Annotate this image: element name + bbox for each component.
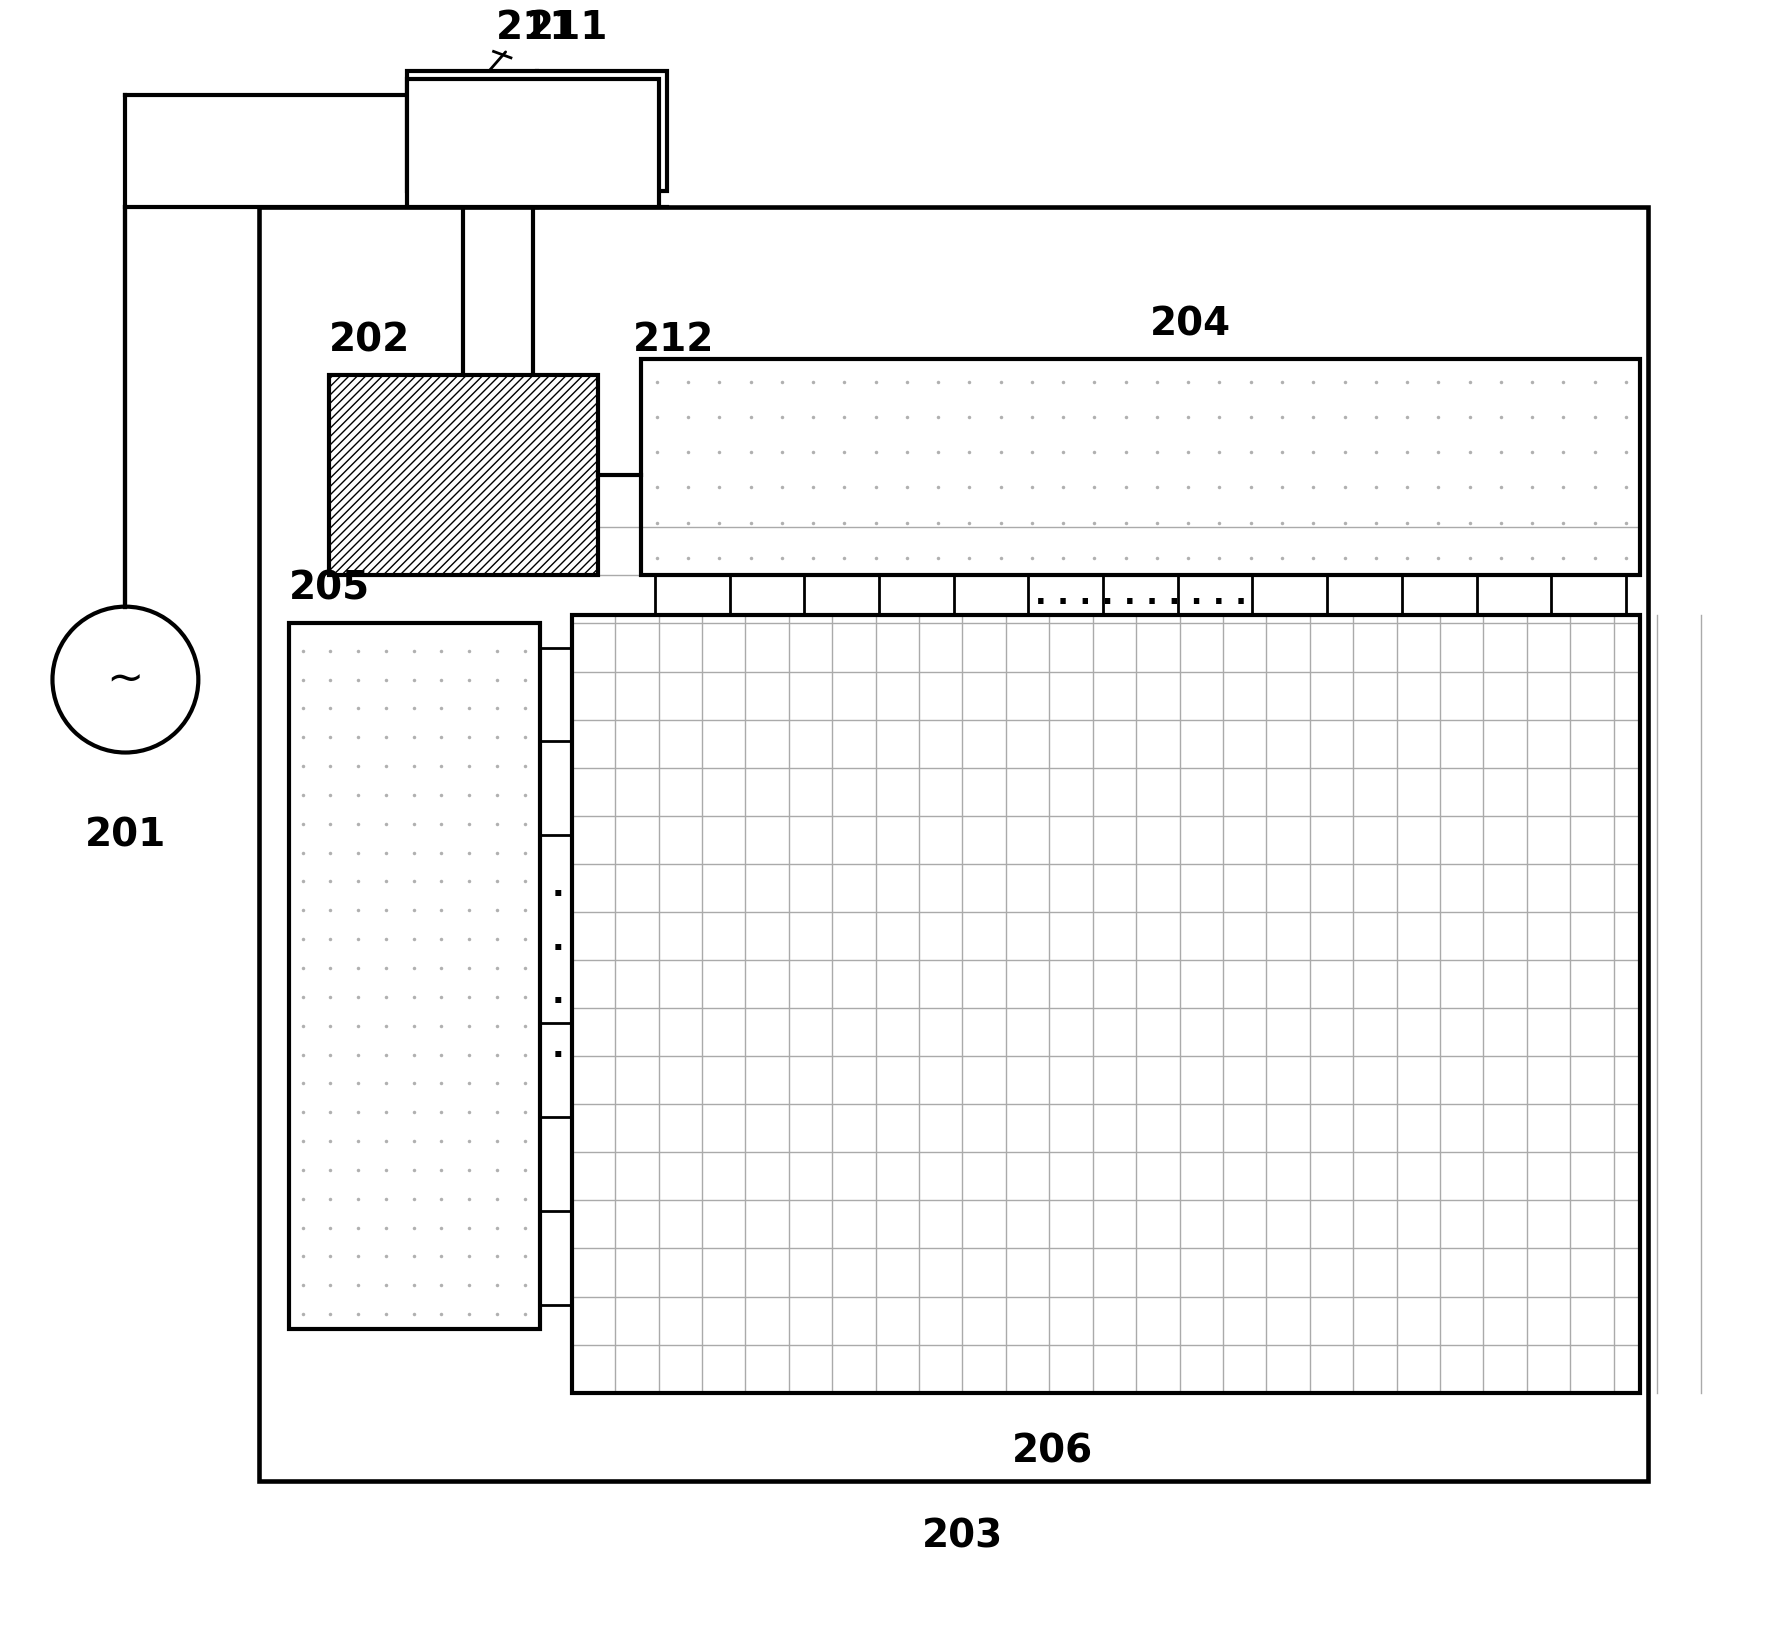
Text: 211: 211 (527, 8, 607, 46)
Bar (259, 208, 1648, 1482)
Text: 201: 201 (84, 817, 166, 855)
Text: ~: ~ (107, 658, 145, 700)
Text: 203: 203 (922, 1518, 1004, 1556)
Text: 202: 202 (329, 321, 409, 359)
Text: ·
·
·
·: · · · · (552, 878, 564, 1073)
Text: 205: 205 (289, 570, 370, 608)
Text: 206: 206 (1013, 1432, 1093, 1470)
Bar (572, 615, 1640, 1393)
Text: . . . . . . . . . .: . . . . . . . . . . (1034, 582, 1247, 610)
Text: 204: 204 (1150, 305, 1231, 343)
Bar (407, 71, 668, 191)
Bar (641, 359, 1640, 575)
Text: 211: 211 (497, 8, 577, 46)
Bar (329, 376, 598, 575)
Bar (407, 79, 659, 208)
Text: 212: 212 (632, 321, 714, 359)
Bar (289, 623, 541, 1328)
